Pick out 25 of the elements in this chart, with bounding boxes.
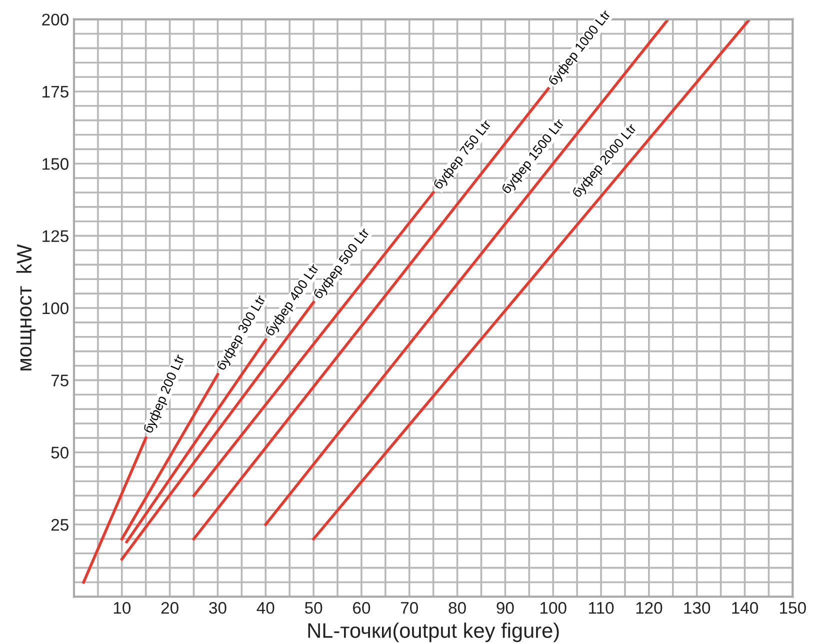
x-tick-label: 70 — [400, 602, 418, 614]
x-tick-label: 140 — [732, 602, 758, 614]
y-tick-label: 50 — [51, 446, 68, 459]
y-tick-label: 75 — [51, 374, 68, 386]
x-tick-label: 90 — [496, 602, 514, 614]
y-tick-label: 150 — [42, 158, 68, 170]
x-tick-label: 120 — [636, 602, 662, 614]
x-tick-label: 130 — [684, 602, 710, 614]
x-tick-label: 20 — [161, 602, 178, 614]
x-tick-label: 40 — [256, 602, 274, 614]
y-tick-label: 175 — [42, 86, 68, 98]
y-tick-label: 100 — [42, 302, 68, 314]
y-axis-title: мощност kW — [16, 244, 36, 370]
x-axis-title: NL-точки(output key figure) — [308, 622, 559, 642]
x-tick-label: 150 — [780, 602, 806, 614]
x-tick-label: 110 — [589, 602, 614, 614]
y-tick-label: 25 — [51, 518, 68, 531]
x-tick-label: 60 — [353, 602, 370, 614]
x-tick-label: 30 — [209, 602, 226, 614]
x-tick-label: 50 — [304, 602, 322, 614]
x-tick-label: 80 — [448, 602, 466, 614]
x-tick-label: 10 — [114, 602, 131, 614]
y-tick-label: 125 — [42, 230, 68, 242]
y-tick-label: 200 — [42, 14, 68, 26]
x-tick-label: 100 — [540, 602, 566, 614]
